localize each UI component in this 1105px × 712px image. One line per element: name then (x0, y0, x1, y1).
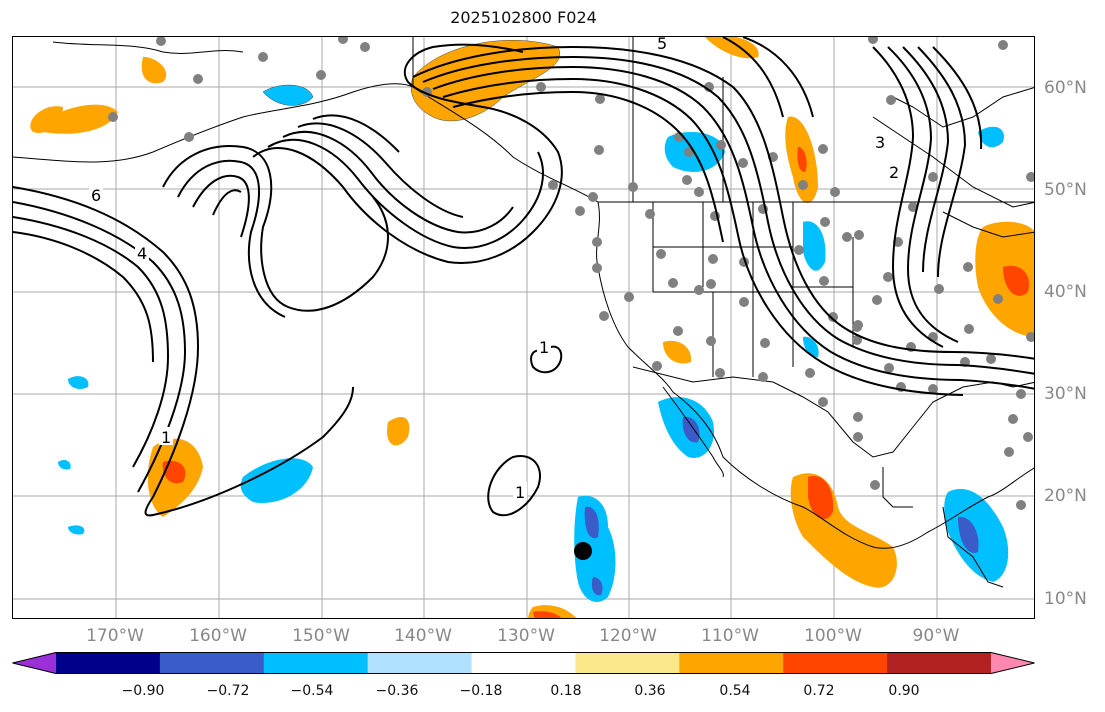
contour-label: 3 (875, 133, 885, 152)
lon-label: 150°W (292, 626, 350, 646)
colorbar-segment (159, 652, 265, 674)
lat-label: 10°N (1044, 589, 1087, 609)
lat-label: 40°N (1044, 282, 1087, 302)
colorbar-tick-label: −0.36 (375, 683, 419, 699)
colorbar-tick-label: 0.36 (634, 683, 666, 699)
contour-label: 1 (515, 483, 525, 502)
colorbar-tick-label: −0.54 (290, 683, 334, 699)
negative-anomaly-fills (58, 84, 1009, 602)
colorbar-tick-label: −0.90 (121, 683, 165, 699)
lon-label: 110°W (701, 626, 759, 646)
contour-lines (13, 37, 1034, 517)
lon-label: 170°W (86, 626, 144, 646)
lon-label: 130°W (497, 626, 555, 646)
lon-label: 140°W (394, 626, 452, 646)
colorbar-segments (12, 652, 1035, 674)
colorbar-segment (783, 652, 888, 674)
colorbar-tick-label: 0.18 (550, 683, 582, 699)
contour-label: 4 (137, 244, 147, 263)
contour-label: 2 (889, 163, 899, 182)
colorbar-extend-max (991, 652, 1035, 674)
colorbar-tick-label: −0.18 (459, 683, 503, 699)
contour-label: 6 (91, 186, 101, 205)
colorbar-segment (887, 652, 992, 674)
lat-label: 30°N (1044, 384, 1087, 404)
map-title: 2025102800 F024 (450, 8, 597, 27)
colorbar-segment (56, 652, 161, 674)
lon-label: 100°W (804, 626, 862, 646)
contour-label: 5 (657, 37, 667, 53)
map-panel: 6 4 1 1 1 5 3 2 (12, 36, 1035, 619)
colorbar-segment (263, 652, 369, 674)
location-marker (574, 542, 592, 560)
contour-label: 1 (161, 428, 171, 447)
colorbar-segment (679, 652, 784, 674)
colorbar (12, 652, 1035, 674)
lat-label: 20°N (1044, 486, 1087, 506)
lon-label: 90°W (912, 626, 960, 646)
colorbar-segment (575, 652, 680, 674)
lon-label: 160°W (189, 626, 247, 646)
map-canvas: 6 4 1 1 1 5 3 2 (13, 37, 1034, 618)
colorbar-tick-label: 0.90 (888, 683, 920, 699)
colorbar-extend-min (12, 652, 56, 674)
colorbar-tick-label: 0.72 (803, 683, 835, 699)
lon-label: 120°W (599, 626, 657, 646)
contour-label: 1 (539, 338, 549, 357)
colorbar-tick-label: 0.54 (719, 683, 751, 699)
station-markers (108, 37, 1034, 510)
contour-label-group: 6 4 1 1 1 5 3 2 (89, 37, 901, 502)
lat-label: 60°N (1044, 78, 1087, 98)
colorbar-segment (367, 652, 473, 674)
colorbar-segment (471, 652, 576, 674)
colorbar-outline (12, 652, 1035, 674)
colorbar-tick-label: −0.72 (206, 683, 250, 699)
lat-label: 50°N (1044, 180, 1087, 200)
